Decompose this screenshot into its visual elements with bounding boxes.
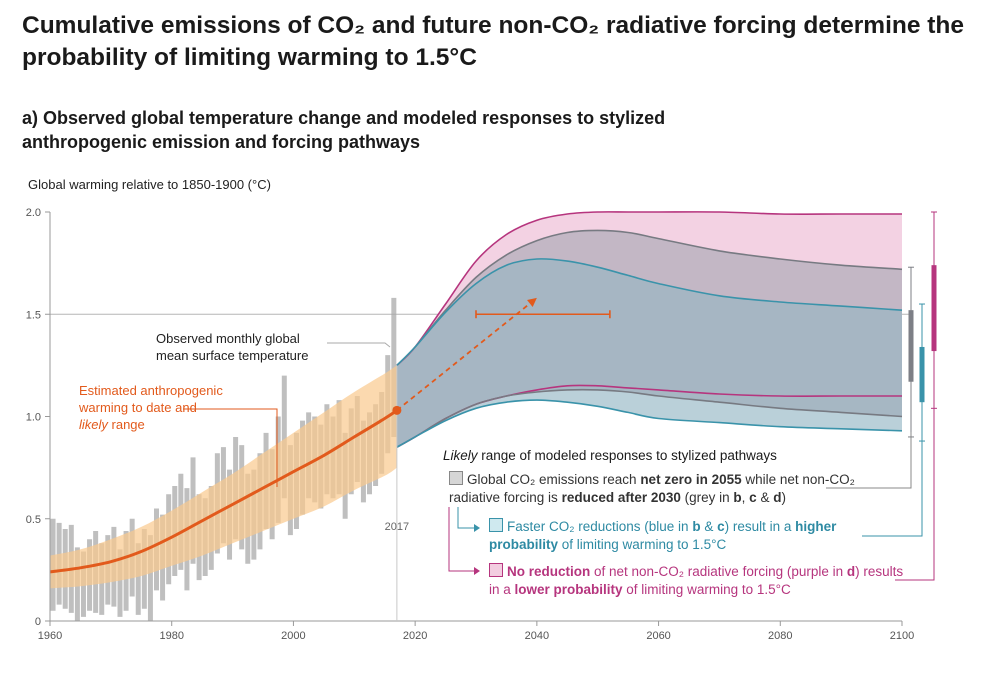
observed-annotation-line-1: Observed monthly global [156, 331, 300, 346]
legend-item-purple: No reduction of net non-CO₂ radiative fo… [489, 563, 909, 599]
legend-item-blue: Faster CO₂ reductions (blue in b & c) re… [489, 518, 879, 554]
estimated-annotation-line-2: warming to date and [79, 400, 197, 415]
blue-swatch [489, 518, 503, 532]
legend-purple-text-3: of limiting warming to 1.5°C [622, 582, 791, 597]
estimated-band-layer [49, 365, 398, 589]
legend-grey-text-4: , [741, 490, 750, 505]
y-tick-label: 1.5 [26, 309, 41, 321]
x-tick-label: 2060 [646, 630, 670, 642]
blue-branch-connector [457, 507, 474, 529]
legend-grey-bold-2: reduced after 2030 [561, 490, 681, 505]
legend-grey-text-1: Global CO₂ emissions reach [467, 472, 641, 487]
legend-purple-bold-2: d [846, 564, 856, 579]
legend-grey-bold-3: b [733, 490, 742, 505]
blue-upper-line [396, 258, 903, 366]
observed-annotation-line-2: mean surface temperature [156, 348, 309, 363]
x-tick-label: 2040 [525, 630, 549, 642]
y-tick-label: 0 [35, 616, 41, 628]
y-axis-label: Global warming relative to 1850-1900 (°C… [28, 177, 271, 192]
legend-purple-bold-3: lower probability [514, 582, 623, 597]
legend-blue-bold-1: b [692, 519, 701, 534]
x-tick-label: 1980 [159, 630, 183, 642]
grey-range-box [908, 310, 914, 382]
legend-blue-text-1: Faster CO₂ reductions (blue in [507, 519, 693, 534]
grey-swatch [449, 471, 463, 485]
y-tick-label: 2.0 [26, 207, 41, 219]
blue-branch-arrowhead [474, 524, 480, 532]
observed-annotation: Observed monthly global mean surface tem… [156, 330, 308, 364]
x-tick-label: 2000 [281, 630, 305, 642]
legend-purple-text-2: ) results in a [489, 564, 904, 597]
current-warming-point [392, 405, 402, 415]
purple-legend-connector [895, 407, 935, 581]
grey-upper-line [396, 229, 903, 366]
panel-subtitle: a) Observed global temperature change an… [22, 108, 666, 152]
legend-grey-bold-1: net zero in 2055 [640, 472, 742, 487]
purple-branch-connector [448, 507, 474, 572]
observed-connector [327, 342, 391, 348]
x-tick-label: 2020 [403, 630, 427, 642]
legend-grey-text-5: & [756, 490, 774, 505]
likely-range-band [50, 365, 397, 589]
chart-title: Cumulative emissions of CO₂ and future n… [22, 12, 965, 71]
y-tick-label: 1.0 [26, 412, 41, 424]
legend-blue-text-2: & [700, 519, 718, 534]
legend-heading-text: range of modeled responses to stylized p… [477, 448, 777, 463]
grey-legend-connector [826, 432, 912, 489]
blue-legend-connector [862, 436, 923, 537]
legend-blue-bold-3: higher probability [489, 519, 837, 552]
x-tick-label: 2080 [768, 630, 792, 642]
legend-grey-bold-4: c [749, 490, 757, 505]
x-tick-label: 2100 [890, 630, 914, 642]
purple-upper-line [396, 211, 902, 366]
legend-blue-bold-2: c [717, 519, 725, 534]
estimated-warming-line [49, 409, 398, 574]
legend-grey-text-3: (grey in [680, 490, 734, 505]
legend-grey-text-6: ) [781, 490, 786, 505]
legend-grey-text-2: while net non-CO₂ radiative forcing is [449, 472, 855, 505]
purple-branch-arrowhead [474, 567, 480, 575]
blue-range-box [919, 346, 925, 403]
legend-heading: Likely range of modeled responses to sty… [443, 448, 777, 463]
dashed-projection-line [396, 297, 538, 412]
marks-layer: 2017 [183, 211, 937, 621]
legend-purple-text-1: of net non-CO₂ radiative forcing (purple… [590, 564, 847, 579]
purple-range-box [931, 265, 937, 352]
grey-lower-line [396, 388, 903, 448]
purple-swatch [489, 563, 503, 577]
x-tick-label: 1960 [38, 630, 62, 642]
marker-2017-label: 2017 [385, 521, 409, 533]
legend-grey-bold-5: d [773, 490, 782, 505]
legend-item-grey: Global CO₂ emissions reach net zero in 2… [449, 471, 869, 507]
estimated-connector [183, 408, 278, 487]
legend-heading-likely: Likely [443, 448, 478, 463]
likely-word: likely [79, 417, 108, 432]
legend-blue-text-4: of limiting warming to 1.5°C [558, 537, 727, 552]
projection-arrowhead [527, 297, 537, 308]
legend-blue-text-3: ) result in a [724, 519, 796, 534]
legend-purple-bold-1: No reduction [507, 564, 591, 579]
blue-lower-line [396, 399, 903, 448]
estimated-annotation: Estimated anthropogenic warming to date … [79, 382, 223, 433]
estimated-annotation-line-1: Estimated anthropogenic [79, 383, 223, 398]
projection-layer [396, 211, 903, 448]
y-tick-label: 0.5 [26, 514, 41, 526]
range-word: range [107, 417, 145, 432]
estimated-annotation-line-3: likely range [79, 416, 223, 433]
axes-layer: 0 0.5 1.0 1.5 2.0 1960 1980 2000 2020 2040 2060 208… [26, 207, 915, 642]
